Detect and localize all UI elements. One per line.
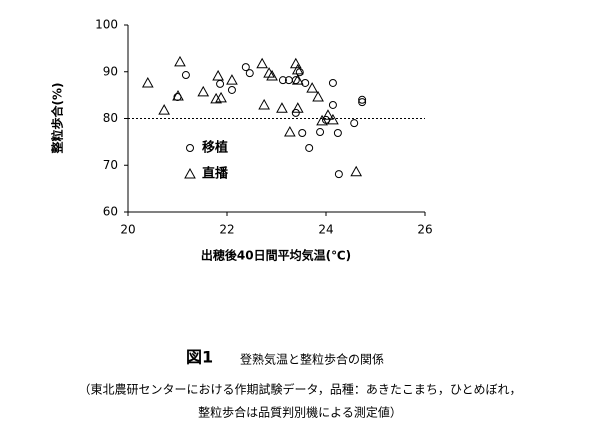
y-tick-label: 90 [103, 64, 118, 78]
circle-marker [328, 100, 337, 109]
circle-marker [241, 63, 250, 72]
y-tick-label: 60 [103, 205, 118, 219]
circle-marker [301, 78, 310, 87]
note: 整粒歩合は品質判別機による測定値） [198, 405, 402, 420]
circle-marker [186, 144, 194, 152]
triangle-marker [226, 74, 238, 85]
x-tick-label: 22 [219, 223, 234, 237]
x-tick-label: 24 [318, 223, 333, 237]
y-tick-label: 100 [95, 18, 118, 32]
circle-marker [298, 128, 307, 137]
triangle-marker [291, 74, 304, 85]
circle-marker [181, 71, 190, 80]
circle-marker [245, 69, 254, 78]
triangle-marker [158, 104, 170, 115]
circle-marker [278, 76, 287, 85]
triangle-marker [289, 57, 302, 69]
triangle-marker [256, 57, 268, 69]
circle-marker [216, 79, 225, 88]
triangle-marker [291, 63, 304, 75]
x-axis-label: 出穂後40日間平均気温(℃) [201, 248, 351, 263]
triangle-marker [258, 98, 270, 110]
legend-label: 直播 [202, 166, 229, 182]
triangle-marker [284, 126, 296, 137]
triangle-marker [172, 90, 184, 101]
legend-label: 移植 [202, 140, 228, 156]
triangle-marker [316, 114, 328, 126]
circle-marker [227, 85, 236, 94]
triangle-marker [184, 167, 196, 179]
triangle-marker [306, 82, 318, 93]
circle-marker [328, 78, 337, 87]
note: （東北農研センターにおける作期試験データ，品種：あきたこまち，ひとめぼれ， [78, 382, 521, 397]
triangle-marker [276, 102, 288, 113]
triangle-marker [327, 113, 339, 125]
triangle-marker [350, 165, 363, 177]
x-tick-label: 20 [120, 223, 135, 237]
y-tick-label: 80 [103, 111, 118, 125]
triangle-marker [212, 69, 224, 81]
figure-label: 図1 [186, 348, 213, 367]
circle-marker [333, 128, 342, 137]
triangle-marker [141, 76, 154, 88]
triangle-marker [322, 109, 334, 120]
triangle-marker [291, 102, 304, 113]
circle-marker [358, 95, 367, 104]
circle-marker [350, 119, 359, 128]
circle-marker [334, 170, 343, 179]
triangle-marker [266, 69, 278, 81]
triangle-marker [174, 55, 186, 67]
figure-caption: 登熟気温と整粒歩合の関係 [240, 352, 384, 367]
circle-marker [316, 128, 325, 137]
triangle-marker [197, 85, 210, 97]
circle-marker [305, 143, 314, 152]
triangle-marker [312, 90, 324, 102]
y-axis-label: 整粒歩合(%) [50, 83, 65, 155]
circle-marker [358, 98, 367, 107]
circle-marker [291, 108, 300, 117]
y-tick-label: 70 [103, 158, 118, 172]
x-tick-label: 26 [417, 223, 432, 237]
triangle-marker [215, 91, 227, 103]
